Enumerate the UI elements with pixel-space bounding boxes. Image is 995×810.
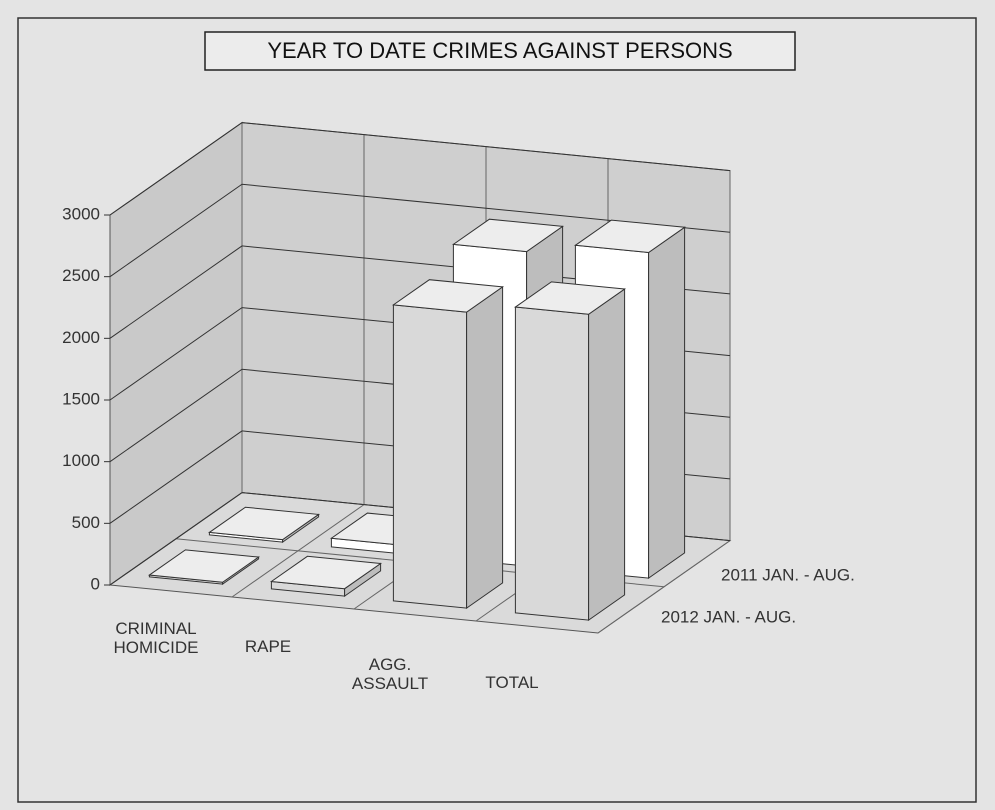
bar: [270, 555, 382, 598]
x-tick-label: TOTAL: [485, 673, 539, 692]
title-box: [204, 31, 796, 71]
bar-front: [392, 304, 468, 609]
bar-top: [452, 218, 564, 253]
bar: [208, 506, 320, 544]
x-tick-label: AGG. ASSAULT: [351, 655, 429, 693]
y-tick-label: 1500: [62, 389, 100, 408]
bar-side: [588, 288, 626, 622]
grid-line: [109, 183, 731, 278]
bar-side: [466, 285, 504, 610]
y-tick-label: 0: [91, 574, 100, 593]
series-label: 2011 JAN. - AUG.: [721, 565, 855, 584]
bar-top: [514, 281, 626, 315]
bar-top: [574, 219, 686, 254]
bar: [392, 279, 504, 610]
grid-line: [109, 122, 731, 216]
bar-front: [514, 306, 590, 621]
x-tick-label: CRIMINAL HOMICIDE: [113, 619, 199, 657]
y-tick-label: 3000: [62, 204, 100, 223]
y-tick-label: 500: [72, 513, 100, 532]
grid-line: [109, 245, 731, 339]
y-tick-label: 1000: [62, 451, 100, 470]
bar-top: [392, 279, 504, 313]
chart-title: YEAR TO DATE CRIMES AGAINST PERSONS: [267, 38, 732, 63]
frame: [17, 17, 977, 803]
series-label: 2012 JAN. - AUG.: [661, 607, 796, 626]
bar-side: [648, 226, 686, 580]
bar-top: [270, 555, 382, 590]
bar: [148, 549, 260, 586]
y-tick-label: 2500: [62, 266, 100, 285]
y-tick-label: 2000: [62, 328, 100, 347]
series: [148, 279, 626, 622]
bar-top: [148, 549, 260, 583]
x-tick-label: RAPE: [244, 637, 292, 656]
bar-top: [208, 506, 320, 541]
bar: [514, 281, 626, 622]
